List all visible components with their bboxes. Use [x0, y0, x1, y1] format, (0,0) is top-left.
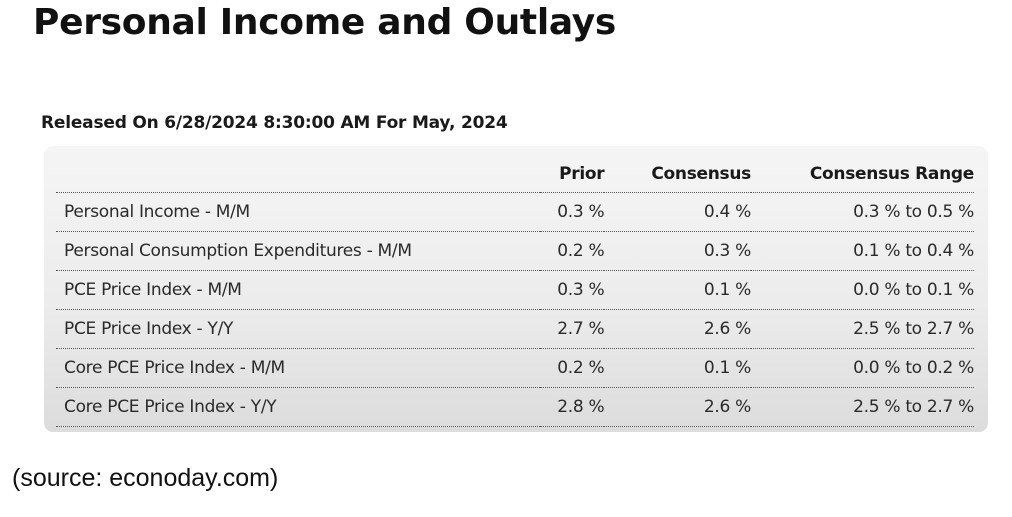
consensus-table: Prior Consensus Consensus Range Personal… [56, 155, 974, 427]
row-label: Personal Income - M/M [56, 192, 541, 232]
table-row: Personal Consumption Expenditures - M/M … [56, 231, 974, 271]
header-consensus-range: Consensus Range [751, 155, 974, 193]
row-label: Core PCE Price Index - Y/Y [56, 387, 541, 427]
table-row: Core PCE Price Index - Y/Y 2.8 % 2.6 % 2… [56, 387, 974, 427]
row-consensus: 0.1 % [604, 270, 751, 310]
row-consensus: 0.4 % [604, 192, 751, 232]
table-row: Core PCE Price Index - M/M 0.2 % 0.1 % 0… [56, 348, 974, 388]
row-label: PCE Price Index - M/M [56, 270, 541, 310]
source-note: (source: econoday.com) [12, 464, 279, 492]
row-consensus-range: 0.3 % to 0.5 % [751, 192, 974, 232]
row-consensus: 0.3 % [604, 231, 751, 271]
row-prior: 0.2 % [540, 231, 605, 271]
table-row: PCE Price Index - Y/Y 2.7 % 2.6 % 2.5 % … [56, 309, 974, 349]
row-prior: 2.8 % [540, 387, 605, 427]
row-prior: 0.2 % [540, 348, 605, 388]
table-row: Personal Income - M/M 0.3 % 0.4 % 0.3 % … [56, 192, 974, 232]
row-label: Core PCE Price Index - M/M [56, 348, 541, 388]
row-prior: 0.3 % [540, 192, 605, 232]
header-consensus: Consensus [604, 155, 751, 193]
row-consensus: 0.1 % [604, 348, 751, 388]
release-info: Released On 6/28/2024 8:30:00 AM For May… [41, 113, 508, 133]
row-consensus: 2.6 % [604, 309, 751, 349]
row-prior: 0.3 % [540, 270, 605, 310]
row-label: PCE Price Index - Y/Y [56, 309, 541, 349]
row-consensus: 2.6 % [604, 387, 751, 427]
consensus-table-panel: Prior Consensus Consensus Range Personal… [44, 146, 988, 432]
row-consensus-range: 0.0 % to 0.2 % [751, 348, 974, 388]
header-indicator [56, 155, 541, 193]
row-label: Personal Consumption Expenditures - M/M [56, 231, 541, 271]
page-title: Personal Income and Outlays [33, 2, 617, 43]
table-header-row: Prior Consensus Consensus Range [56, 155, 974, 193]
row-consensus-range: 0.1 % to 0.4 % [751, 231, 974, 271]
row-consensus-range: 2.5 % to 2.7 % [751, 387, 974, 427]
header-prior: Prior [540, 155, 605, 193]
row-consensus-range: 2.5 % to 2.7 % [751, 309, 974, 349]
row-consensus-range: 0.0 % to 0.1 % [751, 270, 974, 310]
table-row: PCE Price Index - M/M 0.3 % 0.1 % 0.0 % … [56, 270, 974, 310]
row-prior: 2.7 % [540, 309, 605, 349]
